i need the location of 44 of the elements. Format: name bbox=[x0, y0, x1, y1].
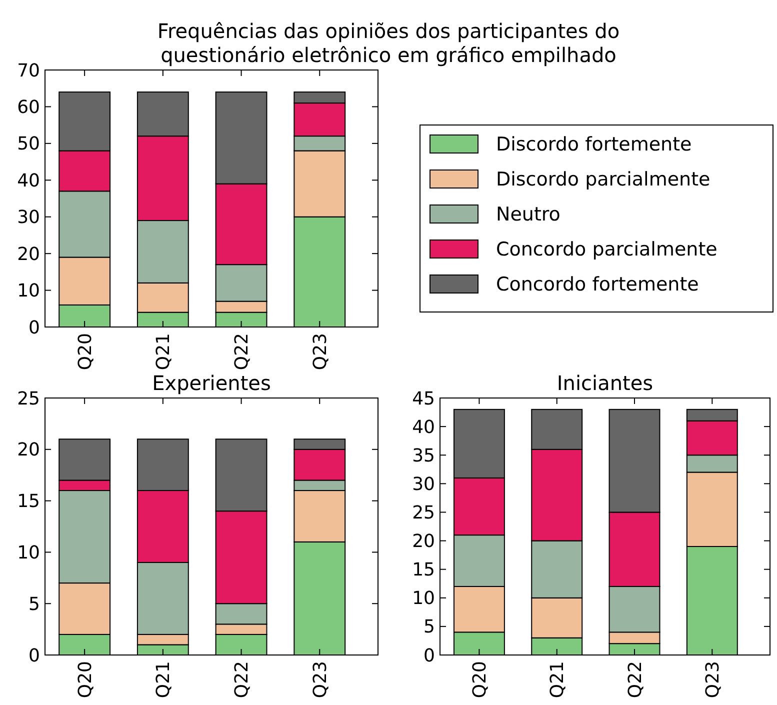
y-tick-label: 10 bbox=[17, 542, 40, 564]
legend-label: Discordo fortemente bbox=[496, 134, 692, 156]
y-tick-label: 15 bbox=[412, 560, 435, 581]
legend-label: Concordo parcialmente bbox=[496, 238, 718, 261]
chart-title: Iniciantes bbox=[556, 371, 654, 395]
chart-title: Experientes bbox=[152, 371, 271, 395]
y-tick-label: 15 bbox=[17, 491, 40, 512]
legend-label: Concordo fortemente bbox=[496, 274, 699, 296]
x-tick-label: Q20 bbox=[74, 661, 96, 698]
chart-title: Frequências das opiniões dos participantes do questionário eletrônico em gráfico empilhado bbox=[157, 19, 620, 67]
y-tick-label: 10 bbox=[17, 280, 40, 302]
x-tick-label: Q20 bbox=[74, 333, 96, 370]
y-tick-label: 60 bbox=[17, 97, 40, 118]
y-tick-label: 0 bbox=[424, 645, 435, 666]
y-tick-label: 5 bbox=[28, 594, 40, 615]
x-tick-label: Q23 bbox=[702, 661, 724, 698]
y-tick-label: 30 bbox=[412, 474, 435, 495]
x-tick-label: Q22 bbox=[232, 333, 253, 370]
x-tick-label: Q21 bbox=[153, 661, 174, 698]
y-tick-label: 40 bbox=[17, 170, 40, 192]
y-tick-label: 70 bbox=[17, 60, 40, 82]
y-tick-label: 25 bbox=[412, 502, 435, 524]
y-tick-label: 10 bbox=[412, 588, 435, 610]
x-tick-label: Q21 bbox=[547, 661, 568, 698]
y-tick-label: 20 bbox=[17, 244, 40, 265]
y-tick-label: 30 bbox=[17, 207, 40, 228]
x-tick-label: Q20 bbox=[470, 661, 491, 698]
y-tick-label: 20 bbox=[17, 440, 40, 461]
y-tick-label: 0 bbox=[28, 317, 40, 338]
y-tick-label: 0 bbox=[28, 645, 40, 666]
y-tick-label: 45 bbox=[412, 388, 435, 410]
y-tick-label: 20 bbox=[412, 531, 435, 552]
x-tick-label: Q22 bbox=[624, 661, 646, 698]
x-tick-label: Q23 bbox=[310, 333, 331, 370]
x-tick-label: Q23 bbox=[310, 661, 331, 698]
y-tick-label: 40 bbox=[412, 416, 435, 438]
y-tick-label: 35 bbox=[412, 445, 435, 466]
x-tick-label: Q22 bbox=[232, 661, 253, 698]
y-tick-label: 50 bbox=[17, 134, 40, 155]
x-tick-label: Q21 bbox=[153, 333, 174, 370]
y-tick-label: 5 bbox=[424, 616, 435, 638]
y-tick-label: 25 bbox=[17, 388, 40, 410]
legend-label: Neutro bbox=[496, 204, 560, 226]
legend-label: Discordo parcialmente bbox=[496, 168, 710, 191]
